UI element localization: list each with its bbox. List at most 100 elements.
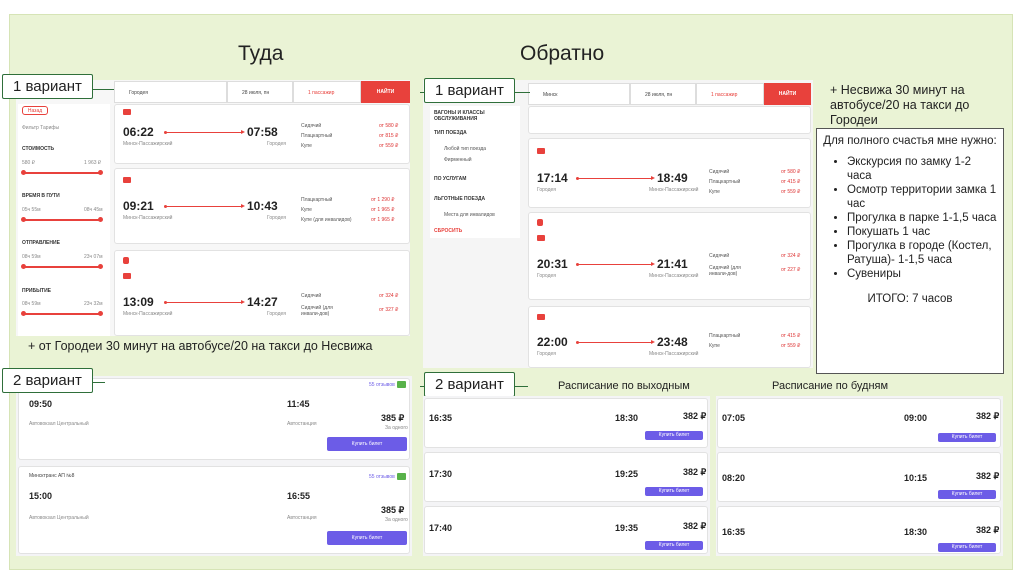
- weekend-label: Расписание по выходным: [558, 380, 690, 392]
- arr-time: 14:27: [247, 295, 278, 309]
- filter-services[interactable]: ПО УСЛУГАМ: [434, 176, 467, 182]
- train-card[interactable]: 17:14 18:49 Городея Минск-Пассажирский С…: [528, 138, 811, 208]
- dep-time: 16:35: [429, 413, 453, 423]
- dep-time: 16:35: [722, 527, 746, 537]
- filter-arrive-label: ПРИБЫТИЕ: [22, 288, 51, 294]
- to-station: Минск-Пассажирский: [649, 187, 699, 193]
- cost-min: 580 ₽: [22, 160, 35, 166]
- arrive-slider[interactable]: [21, 311, 103, 316]
- from-field[interactable]: Минск: [528, 83, 630, 105]
- plan-total: ИТОГО: 7 часов: [867, 293, 953, 305]
- arrive-min: 08ч 59м: [22, 301, 41, 307]
- buy-button[interactable]: Купить билет: [938, 433, 996, 442]
- seat-type: Сидячий: [301, 293, 322, 299]
- train-card[interactable]: ​ 20:31 21:41 Городея Минск-Пассажирский…: [528, 212, 811, 300]
- date-field[interactable]: 28 июля, пн: [227, 81, 293, 103]
- bus-card[interactable]: 07:05 09:00 382 ₽ Купить билет: [717, 398, 1001, 448]
- to-station: Городея: [267, 215, 287, 221]
- date-field[interactable]: 28 июля, пн: [630, 83, 696, 105]
- bus-price: 382 ₽: [976, 471, 1000, 481]
- arr-time: 21:41: [657, 257, 688, 271]
- route-line: [576, 340, 655, 344]
- from-station: Минск-Пассажирский: [123, 311, 173, 317]
- arr-time: 10:43: [247, 199, 278, 213]
- buy-button[interactable]: Купить билет: [645, 487, 703, 496]
- seat-price: от 324 ₽: [781, 253, 801, 259]
- filter-train-type[interactable]: ТИП ПОЕЗДА: [434, 130, 467, 136]
- carrier-name: Минсктранс АП №8: [29, 473, 75, 479]
- plan-item: Осмотр территории замка 1 час: [847, 183, 997, 211]
- buy-button[interactable]: Купить билет: [645, 431, 703, 440]
- bus-card[interactable]: Минсктранс АП №8 15:00 16:55 Автовокзал …: [18, 466, 410, 554]
- seat-type: Плацкартный: [709, 179, 741, 185]
- train-icon: [537, 314, 545, 320]
- seat-type: Сидячий: [709, 253, 730, 259]
- train-card[interactable]: 09:21 10:43 Минск-Пассажирский Городея П…: [114, 168, 410, 244]
- travel-slider[interactable]: [21, 217, 103, 222]
- filter-tabs[interactable]: Фильтр Тарифы: [22, 125, 60, 131]
- bus-card[interactable]: 17:40 19:35 382 ₽ Купить билет: [424, 506, 708, 554]
- rating-icon: [397, 381, 406, 388]
- buy-button[interactable]: Купить билет: [327, 531, 407, 545]
- to-station: Минск-Пассажирский: [649, 351, 699, 357]
- seat-type: Купе: [709, 189, 720, 195]
- seat-price: от 227 ₽: [781, 267, 801, 273]
- bus-price: 382 ₽: [683, 411, 707, 421]
- passengers-select[interactable]: 1 пассажир: [696, 83, 764, 105]
- note-nesvizh: + Несвижа 30 минут на автобусе/20 на так…: [830, 83, 970, 127]
- bus-card[interactable]: 09:50 11:45 Автовокзал Центральный Автос…: [18, 378, 410, 460]
- seat-price: от 580 ₽: [379, 123, 399, 129]
- dep-time: 17:14: [537, 171, 568, 185]
- arr-time: 18:30: [904, 527, 928, 537]
- bus-card[interactable]: 08:20 10:15 382 ₽ Купить билет: [717, 452, 1001, 502]
- arr-time: 09:00: [904, 413, 928, 423]
- train-card[interactable]: ​ 13:09 14:27 Минск-Пассажирский Городея…: [114, 250, 410, 336]
- from-field[interactable]: Городея: [114, 81, 227, 103]
- search-button[interactable]: НАЙТИ: [764, 83, 811, 105]
- tag-variant-2-back: 2 вариант: [424, 372, 515, 397]
- dep-time: 13:09: [123, 295, 154, 309]
- buy-button[interactable]: Купить билет: [645, 541, 703, 550]
- filter-classes[interactable]: ВАГОНЫ И КЛАССЫ ОБСЛУЖИВАНИЯ: [434, 110, 485, 122]
- arr-time: 18:49: [657, 171, 688, 185]
- seat-price: от 559 ₽: [781, 189, 801, 195]
- buy-button[interactable]: Купить билет: [938, 490, 996, 499]
- arr-time: 19:35: [615, 523, 639, 533]
- tag-variant-1-there: 1 вариант: [2, 74, 93, 99]
- bus-card[interactable]: 17:30 19:25 382 ₽ Купить билет: [424, 452, 708, 502]
- depart-slider[interactable]: [21, 264, 103, 269]
- bus-price: 382 ₽: [976, 525, 1000, 535]
- filter-branded[interactable]: Фирменный: [444, 157, 472, 163]
- to-station: Минск-Пассажирский: [649, 273, 699, 279]
- plan-title: Для полного счастья мне нужно:: [823, 135, 997, 147]
- dep-time: 06:22: [123, 125, 154, 139]
- travel-min: 05ч 55м: [22, 207, 41, 213]
- seat-price: от 327 ₽: [379, 307, 399, 313]
- train-icon: [537, 235, 545, 241]
- buy-button[interactable]: Купить билет: [327, 437, 407, 451]
- seat-type: Купе (для инвалидов): [301, 217, 352, 223]
- filter-benefits[interactable]: ЛЬГОТНЫЕ ПОЕЗДА: [434, 196, 486, 202]
- bus-card[interactable]: 16:35 18:30 382 ₽ Купить билет: [424, 398, 708, 448]
- plan-item: Экскурсия по замку 1-2 часа: [847, 155, 997, 183]
- train-card-partial[interactable]: [528, 106, 811, 134]
- depart-max: 23ч 07м: [84, 254, 103, 260]
- train-card[interactable]: 06:22 07:58 Минск-Пассажирский Городея С…: [114, 104, 410, 164]
- reset-button[interactable]: СБРОСИТЬ: [434, 228, 463, 234]
- buy-button[interactable]: Купить билет: [938, 543, 996, 552]
- arr-time: 18:30: [615, 413, 639, 423]
- filter-any-train[interactable]: Любой тип поезда: [444, 146, 487, 152]
- search-button[interactable]: НАЙТИ: [361, 81, 410, 103]
- price-note: За одного: [385, 425, 408, 431]
- train-card[interactable]: 22:00 23:48 Городея Минск-Пассажирский П…: [528, 306, 811, 368]
- train-icon: [123, 109, 131, 115]
- filter-disabled[interactable]: Места для инвалидов: [444, 212, 495, 218]
- from-station: Минск-Пассажирский: [123, 215, 173, 221]
- back-button[interactable]: Назад: [22, 106, 48, 115]
- seat-price: от 559 ₽: [379, 143, 399, 149]
- plan-box: Для полного счастья мне нужно: Экскурсия…: [816, 128, 1004, 374]
- plan-item: Покушать 1 час: [847, 225, 997, 239]
- cost-slider[interactable]: [21, 170, 103, 175]
- passengers-select[interactable]: 1 пассажир: [293, 81, 361, 103]
- bus-card[interactable]: 16:35 18:30 382 ₽ Купить билет: [717, 506, 1001, 554]
